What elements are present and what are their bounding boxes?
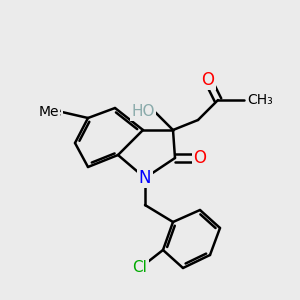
Text: O: O <box>202 71 214 89</box>
Text: Cl: Cl <box>133 260 147 275</box>
Text: O: O <box>194 149 206 167</box>
Text: N: N <box>139 169 151 187</box>
Text: Me: Me <box>41 105 62 119</box>
Text: CH₃: CH₃ <box>247 93 273 107</box>
Text: HO: HO <box>131 104 155 119</box>
Text: Me: Me <box>38 105 59 119</box>
